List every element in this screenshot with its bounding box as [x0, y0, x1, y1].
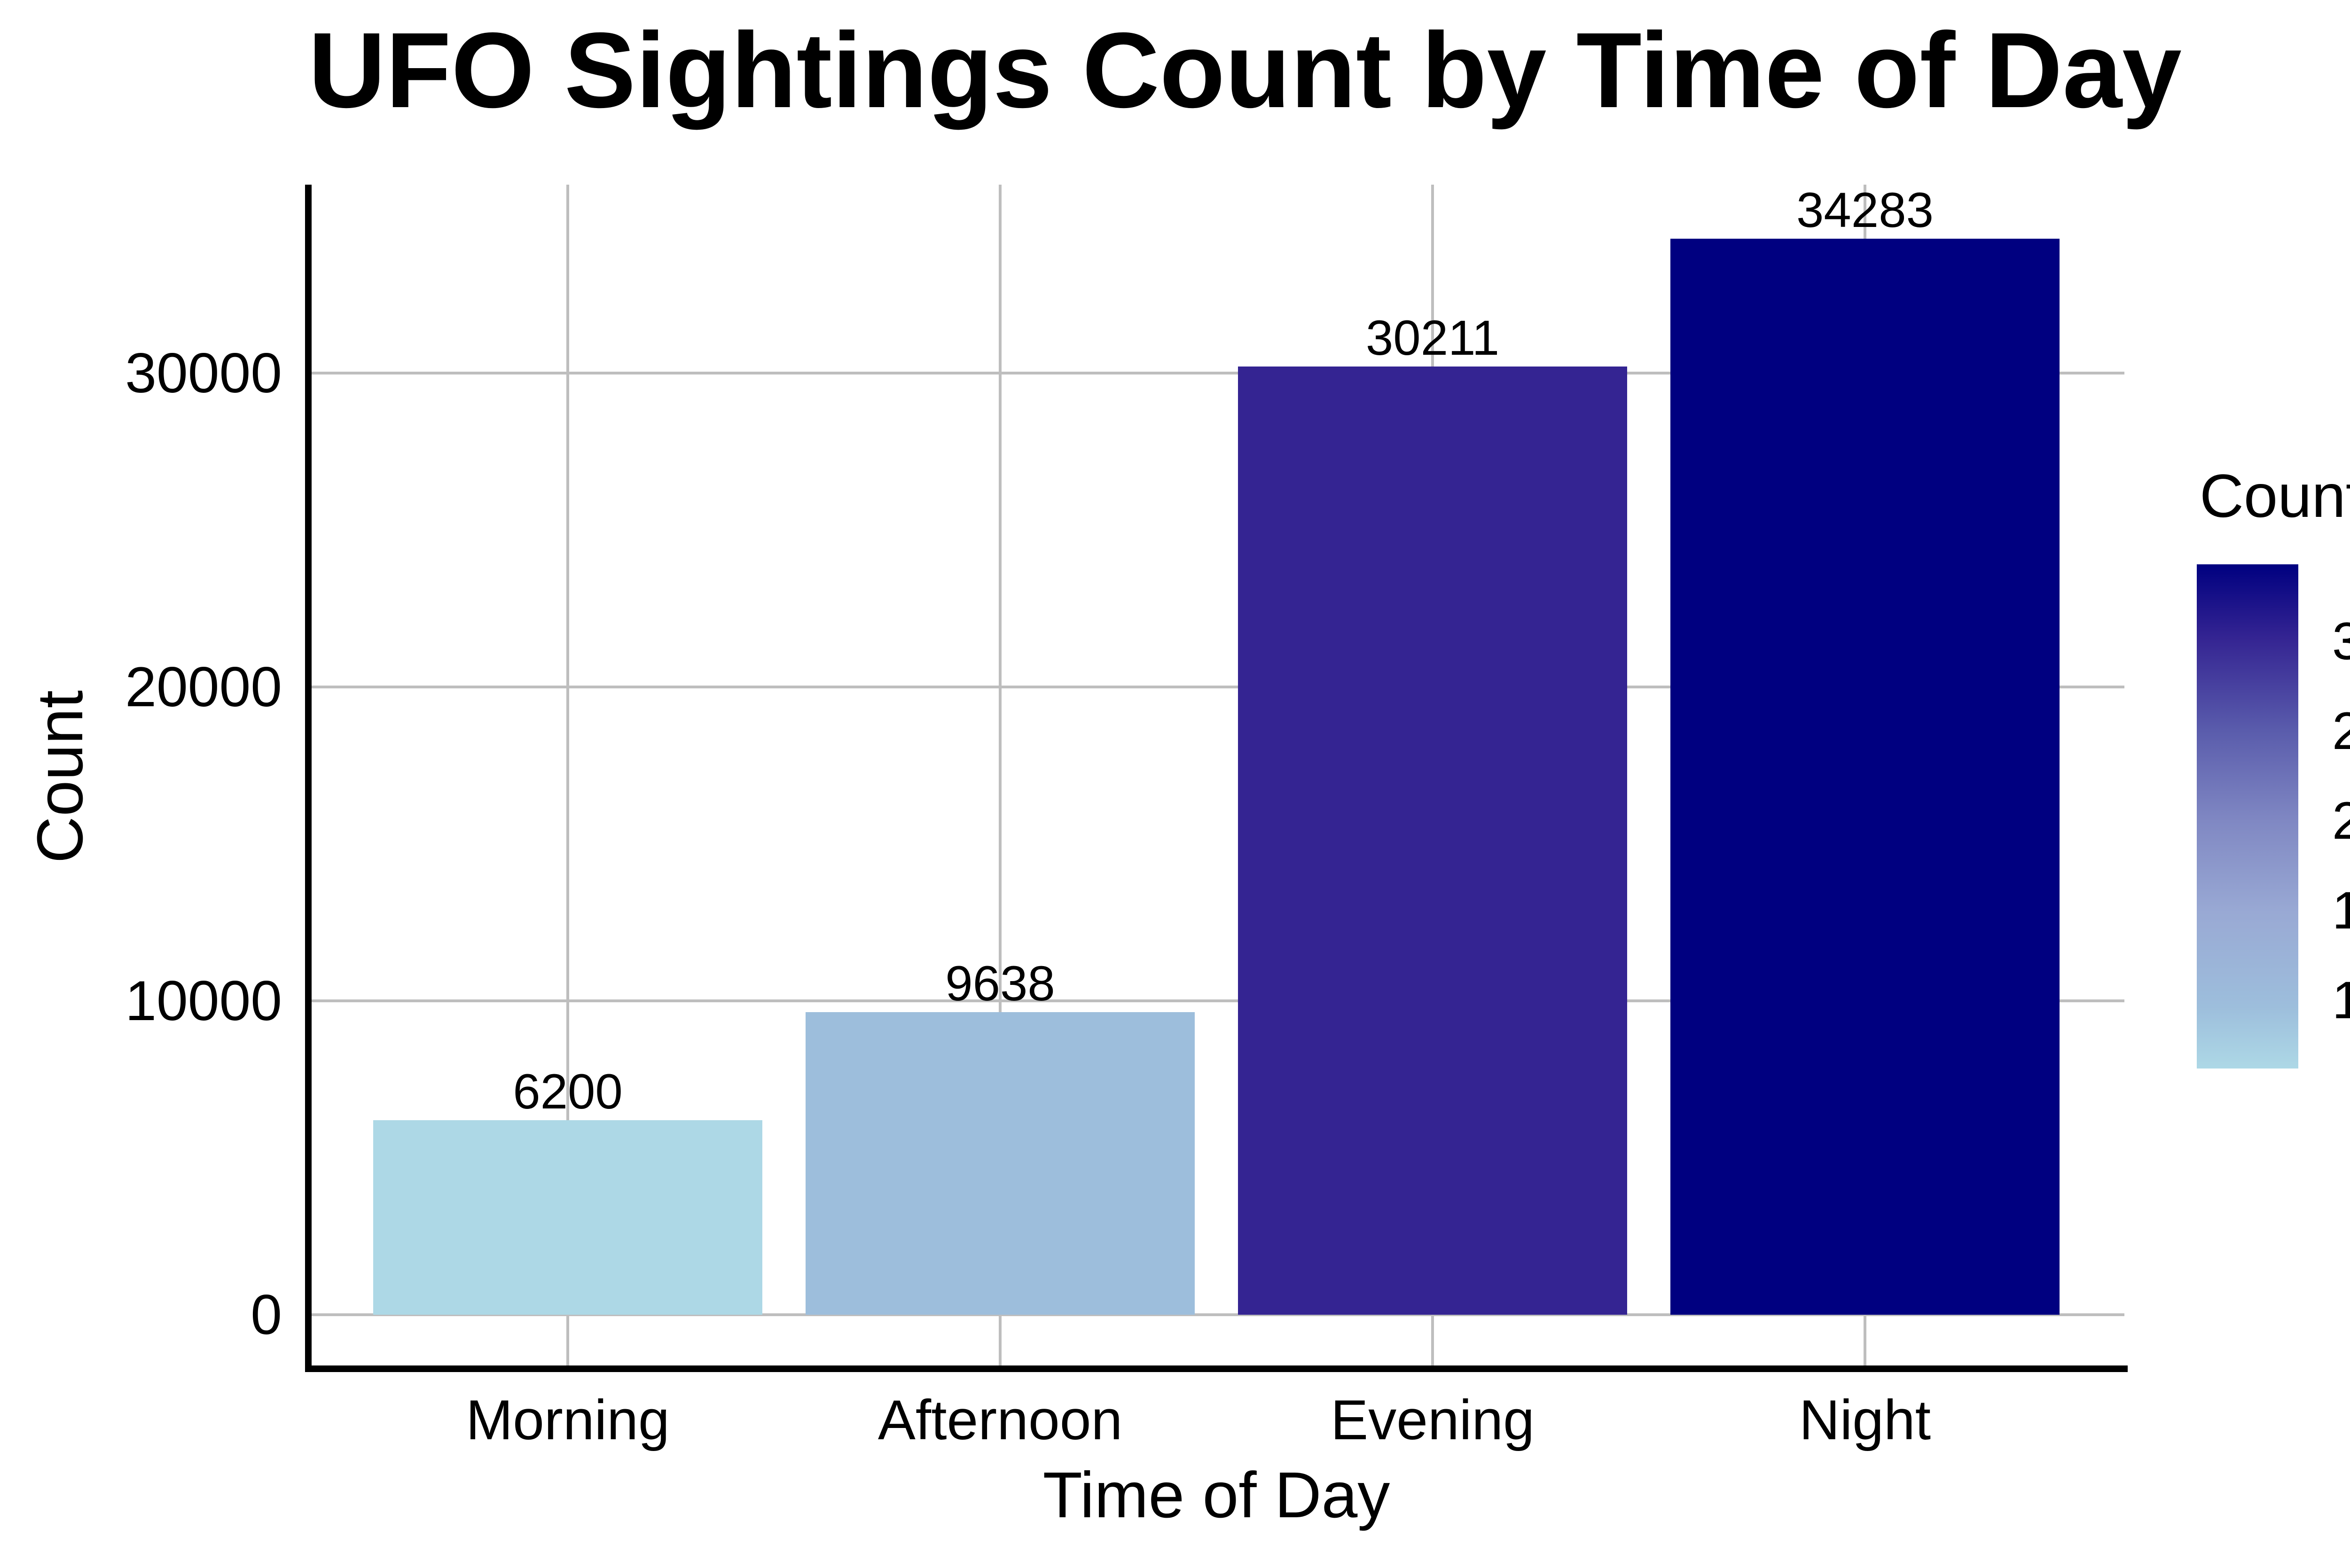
- bar-night: [1670, 238, 2060, 1315]
- legend-tick-label-10000: 10000: [2332, 970, 2350, 1030]
- bar-afternoon: [806, 1012, 1195, 1315]
- x-tick-label-evening: Evening: [1331, 1389, 1535, 1451]
- bar-evening: [1238, 366, 1627, 1315]
- bar-value-label-morning: 6200: [513, 1064, 623, 1119]
- chart-title: UFO Sightings Count by Time of Day: [308, 11, 2182, 130]
- bar-value-label-afternoon: 9638: [945, 956, 1055, 1012]
- bar-value-label-evening: 30211: [1365, 310, 1500, 366]
- legend-title: Count: [2200, 461, 2350, 530]
- y-tick-label-30000: 30000: [125, 342, 282, 405]
- x-tick-label-afternoon: Afternoon: [877, 1389, 1123, 1451]
- legend-tick-label-30000: 30000: [2332, 611, 2350, 671]
- bar-value-label-night: 34283: [1796, 182, 1934, 238]
- legend-tick-label-20000: 20000: [2332, 791, 2350, 850]
- gridline-horizontal-10000: [308, 999, 2124, 1002]
- y-axis-line: [305, 185, 312, 1372]
- gridline-horizontal-20000: [308, 686, 2124, 688]
- y-tick-label-0: 0: [251, 1283, 282, 1346]
- legend-tick-label-25000: 25000: [2332, 701, 2350, 760]
- x-tick-label-morning: Morning: [466, 1389, 670, 1451]
- x-axis-title: Time of Day: [1042, 1459, 1390, 1531]
- bar-morning: [373, 1120, 762, 1315]
- gridline-vertical-afternoon: [999, 185, 1002, 1369]
- legend-colorbar: [2197, 564, 2298, 1069]
- gridline-horizontal-0: [308, 1313, 2124, 1316]
- y-axis-title: Count: [24, 690, 96, 864]
- x-axis-line: [305, 1365, 2128, 1372]
- x-tick-label-night: Night: [1799, 1389, 1931, 1451]
- legend-tick-label-15000: 15000: [2332, 881, 2350, 940]
- y-tick-label-20000: 20000: [125, 655, 282, 718]
- gridline-vertical-morning: [566, 185, 569, 1369]
- y-tick-label-10000: 10000: [125, 969, 282, 1032]
- gridline-horizontal-30000: [308, 372, 2124, 374]
